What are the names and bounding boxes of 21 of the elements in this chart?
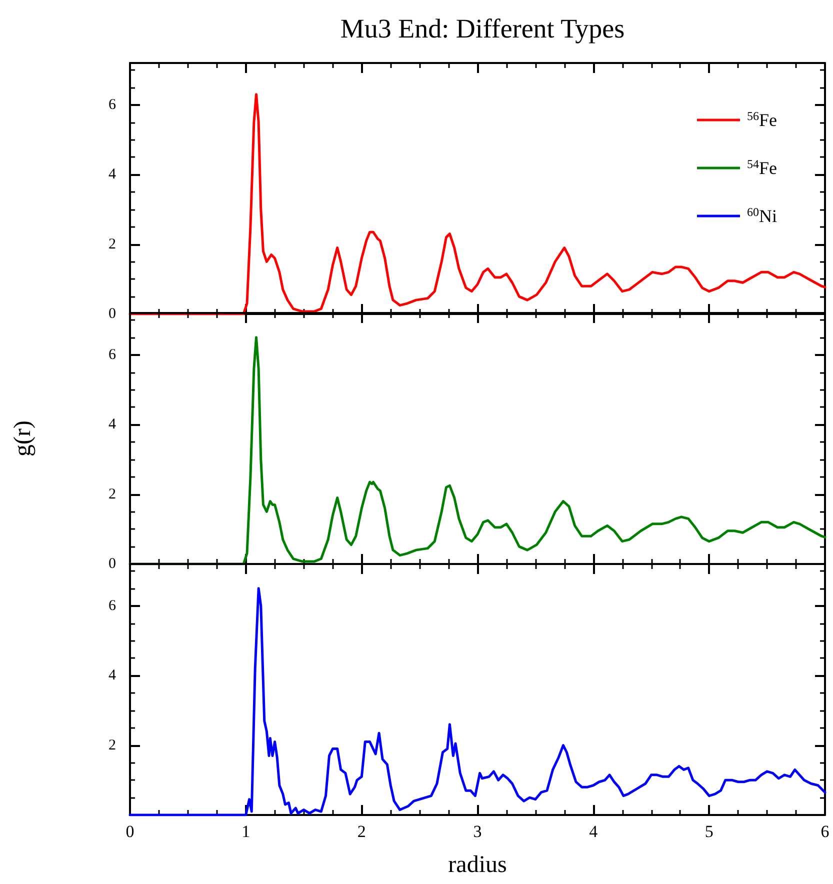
x-tick-label: 2 (357, 822, 366, 841)
chart-title: Mu3 End: Different Types (340, 14, 625, 44)
y-tick-label: 4 (108, 166, 116, 183)
y-tick-label: 0 (108, 556, 116, 572)
y-tick-label: 4 (108, 416, 116, 433)
x-axis-title: radius (448, 852, 507, 878)
x-tick-label: 1 (242, 822, 250, 841)
x-tick-label: 6 (820, 822, 830, 841)
y-tick-label: 2 (108, 236, 116, 252)
y-tick-label: 6 (108, 96, 116, 113)
x-tick-label: 4 (589, 822, 598, 841)
y-tick-label: 6 (108, 346, 116, 363)
y-tick-label: 0 (108, 306, 116, 322)
x-tick-label: 3 (473, 822, 482, 841)
y-tick-label: 4 (108, 668, 116, 684)
x-tick-label: 0 (126, 822, 134, 841)
y-tick-label: 2 (108, 737, 116, 754)
y-axis-title: g(r) (10, 420, 36, 456)
y-tick-label: 6 (108, 598, 116, 614)
y-tick-label: 2 (108, 486, 116, 502)
x-tick-label: 5 (704, 822, 714, 841)
